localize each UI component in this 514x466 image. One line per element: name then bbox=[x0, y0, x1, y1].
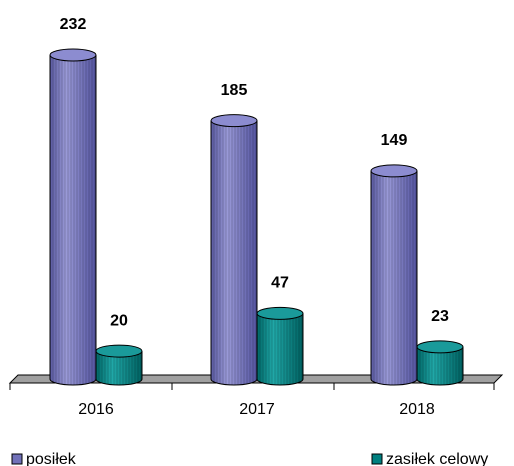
cylinder-body bbox=[371, 170, 417, 379]
cylinder bbox=[256, 306, 304, 386]
cylinder-top bbox=[256, 306, 304, 320]
cylinder-top bbox=[370, 164, 418, 178]
cylinder-top bbox=[49, 48, 97, 62]
cylinder bbox=[210, 114, 258, 386]
legend-swatch bbox=[371, 453, 383, 465]
value-label: 149 bbox=[381, 132, 408, 149]
cylinder bbox=[49, 48, 97, 386]
cylinder-body bbox=[50, 55, 96, 379]
legend-swatch bbox=[11, 453, 23, 465]
cylinder-top bbox=[416, 340, 464, 354]
value-label: 232 bbox=[60, 16, 87, 33]
legend-label: posiłek bbox=[26, 451, 77, 466]
cylinder-body bbox=[257, 313, 303, 379]
cylinder bbox=[95, 344, 143, 386]
cylinder-body bbox=[211, 120, 257, 379]
x-tick-label: 2017 bbox=[239, 401, 275, 418]
value-label: 20 bbox=[110, 312, 128, 329]
cylinder-top bbox=[210, 114, 258, 128]
cylinder bbox=[416, 340, 464, 386]
cylinder-top bbox=[95, 344, 143, 358]
value-label: 185 bbox=[221, 82, 248, 99]
x-tick-label: 2016 bbox=[78, 401, 114, 418]
value-label: 23 bbox=[431, 308, 449, 325]
cylinder bbox=[370, 164, 418, 386]
x-tick-label: 2018 bbox=[399, 401, 435, 418]
value-label: 47 bbox=[271, 275, 289, 292]
legend-label: zasiłek celowy bbox=[386, 451, 488, 466]
